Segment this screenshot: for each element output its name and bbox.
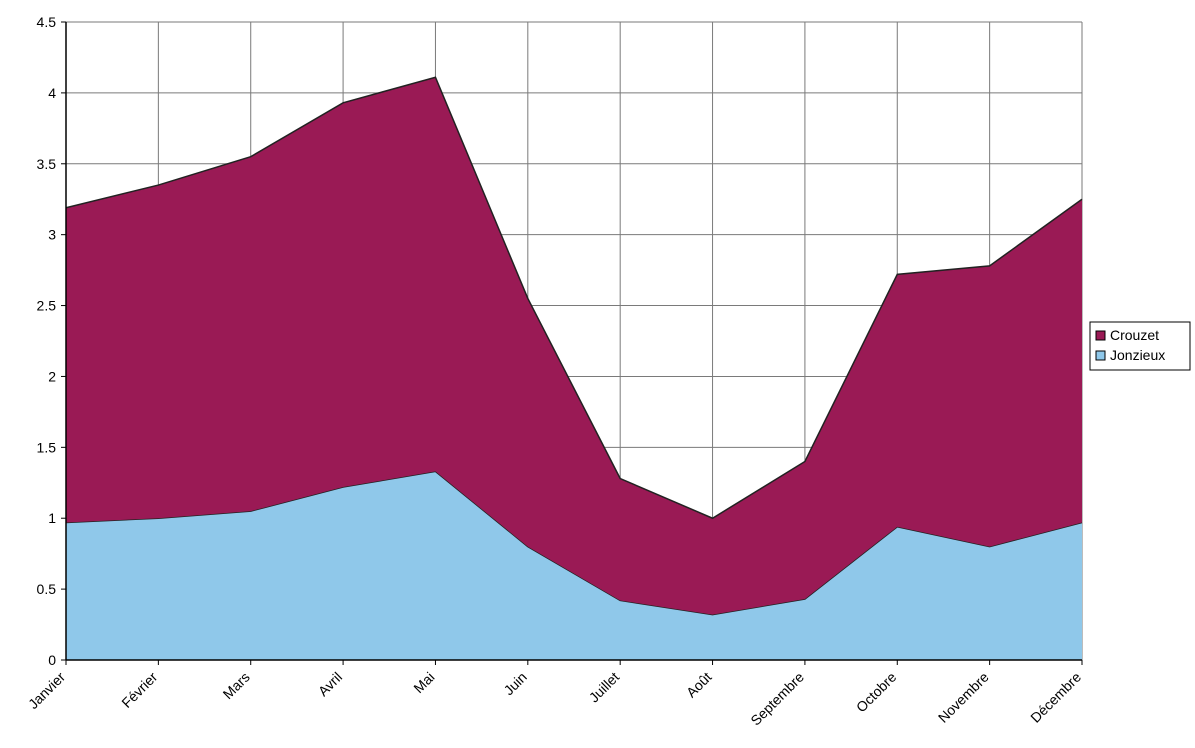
x-tick-label-3: Avril <box>315 669 345 699</box>
x-tick-label-6: Juillet <box>586 669 623 706</box>
y-axis-ticks: 0 0.5 1 1.5 2 2.5 3 3.5 4 4.5 <box>37 14 66 668</box>
legend-label-jonzieux: Jonzieux <box>1110 347 1165 363</box>
axes <box>65 22 1082 661</box>
legend-box <box>1089 321 1191 371</box>
y-tick-label-2: 1 <box>48 510 56 526</box>
area-outline-crouzet <box>65 76 1083 520</box>
x-tick-label-1: Février <box>118 669 160 711</box>
y-tick-label-0: 0 <box>48 652 56 668</box>
x-tick-label-5: Juin <box>500 669 529 698</box>
y-tick-label-1: 0.5 <box>37 581 57 597</box>
x-tick-label-10: Novembre <box>935 669 992 726</box>
x-tick-label-4: Mai <box>410 669 437 696</box>
legend-swatch-crouzet <box>1095 330 1106 341</box>
y-tick-label-7: 3.5 <box>37 156 57 172</box>
area-crouzet <box>66 77 1082 615</box>
y-tick-label-5: 2.5 <box>37 298 57 314</box>
x-tick-label-2: Mars <box>220 669 253 702</box>
x-tick-label-0: Janvier <box>25 669 68 712</box>
area-jonzieux <box>66 471 1082 660</box>
area-series <box>65 76 1083 660</box>
legend: Crouzet Jonzieux <box>1089 321 1191 371</box>
y-tick-label-4: 2 <box>48 368 56 384</box>
legend-label-crouzet: Crouzet <box>1110 327 1159 343</box>
y-tick-label-3: 1.5 <box>37 439 57 455</box>
x-tick-label-9: Octobre <box>853 669 900 716</box>
y-tick-label-6: 3 <box>48 227 56 243</box>
y-tick-label-8: 4 <box>48 85 56 101</box>
x-axis-ticks: Janvier Février Mars Avril Mai Juin Juillet Aoû… <box>25 660 1084 729</box>
x-tick-label-11: Décembre <box>1027 669 1084 726</box>
legend-swatch-jonzieux <box>1095 350 1106 361</box>
x-tick-label-7: Août <box>683 669 715 701</box>
y-tick-label-9: 4.5 <box>37 14 57 30</box>
x-tick-label-8: Septembre <box>747 669 807 729</box>
